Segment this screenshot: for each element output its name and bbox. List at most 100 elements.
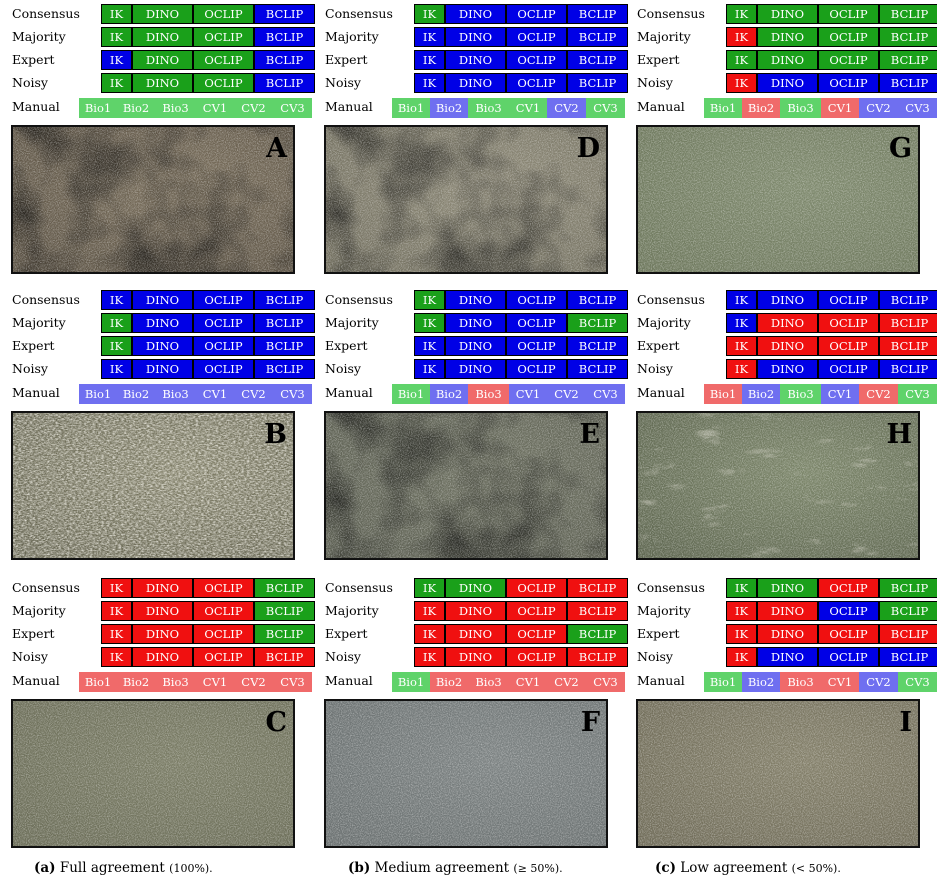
- model-cell-dino: DINO: [132, 4, 193, 24]
- seabed-photo: A: [11, 125, 295, 274]
- model-cell-oclip: OCLIP: [193, 27, 254, 47]
- model-cell-ik: IK: [101, 647, 132, 667]
- model-cell-bclip: BCLIP: [879, 313, 937, 333]
- model-cell-oclip: OCLIP: [818, 359, 879, 379]
- model-cell-dino: DINO: [757, 647, 818, 667]
- manual-cell-cv3: CV3: [586, 384, 625, 404]
- row-label: Majority: [325, 315, 379, 330]
- seabed-photo: C: [11, 699, 295, 848]
- panel-letter: A: [266, 133, 287, 164]
- model-cell-oclip: OCLIP: [193, 313, 254, 333]
- row-label: Expert: [325, 626, 368, 641]
- model-cell-ik: IK: [101, 50, 132, 70]
- manual-cell-cv1: CV1: [821, 98, 859, 118]
- manual-cell-bio3: Bio3: [155, 98, 196, 118]
- model-cell-oclip: OCLIP: [193, 359, 254, 379]
- model-cell-dino: DINO: [445, 359, 506, 379]
- model-cell-ik: IK: [726, 50, 757, 70]
- figure-panel-b: Consensus IK DINO OCLIP BCLIP Majority IK DINO O…: [0, 290, 315, 562]
- model-cell-bclip: BCLIP: [879, 73, 937, 93]
- model-cell-oclip: OCLIP: [818, 313, 879, 333]
- model-cell-oclip: OCLIP: [818, 336, 879, 356]
- manual-cell-bio2: Bio2: [742, 98, 780, 118]
- manual-label: Manual: [325, 385, 373, 400]
- model-cell-oclip: OCLIP: [818, 601, 879, 621]
- panel-letter: I: [899, 707, 912, 738]
- model-cell-dino: DINO: [757, 624, 818, 644]
- manual-cell-bio3: Bio3: [468, 384, 509, 404]
- model-cell-dino: DINO: [132, 359, 193, 379]
- manual-cell-cv2: CV2: [547, 672, 586, 692]
- caption-percent: (100%).: [169, 862, 213, 875]
- model-cell-ik: IK: [414, 647, 445, 667]
- manual-cell-cv3: CV3: [273, 384, 312, 404]
- model-cell-dino: DINO: [757, 27, 818, 47]
- row-label: Consensus: [637, 6, 705, 21]
- model-cell-ik: IK: [414, 50, 445, 70]
- model-cell-dino: DINO: [445, 336, 506, 356]
- model-cell-dino: DINO: [757, 336, 818, 356]
- seabed-photo: B: [11, 411, 295, 560]
- model-cell-bclip: BCLIP: [879, 50, 937, 70]
- panel-letter: C: [265, 707, 288, 738]
- manual-cell-bio2: Bio2: [117, 384, 155, 404]
- manual-cell-cv2: CV2: [859, 384, 898, 404]
- manual-cell-bio2: Bio2: [117, 672, 155, 692]
- model-cell-bclip: BCLIP: [879, 4, 937, 24]
- row-label: Noisy: [637, 361, 673, 376]
- model-cell-dino: DINO: [132, 73, 193, 93]
- model-cell-bclip: BCLIP: [254, 647, 315, 667]
- model-cell-oclip: OCLIP: [506, 624, 567, 644]
- panel-letter: G: [888, 133, 912, 164]
- model-cell-bclip: BCLIP: [879, 290, 937, 310]
- model-cell-dino: DINO: [757, 601, 818, 621]
- figure-panel-e: Consensus IK DINO OCLIP BCLIP Majority IK DINO O…: [313, 290, 628, 562]
- seabed-photo: H: [636, 411, 920, 560]
- model-cell-ik: IK: [726, 4, 757, 24]
- model-cell-ik: IK: [414, 73, 445, 93]
- model-cell-bclip: BCLIP: [254, 601, 315, 621]
- row-label: Majority: [12, 29, 66, 44]
- model-cell-ik: IK: [726, 578, 757, 598]
- model-cell-bclip: BCLIP: [567, 50, 628, 70]
- model-cell-oclip: OCLIP: [193, 336, 254, 356]
- manual-label: Manual: [12, 99, 60, 114]
- row-label: Consensus: [12, 292, 80, 307]
- model-cell-oclip: OCLIP: [818, 73, 879, 93]
- model-cell-dino: DINO: [757, 290, 818, 310]
- manual-cell-bio3: Bio3: [468, 98, 509, 118]
- model-cell-ik: IK: [101, 73, 132, 93]
- model-cell-bclip: BCLIP: [567, 601, 628, 621]
- figure-panel-c: Consensus IK DINO OCLIP BCLIP Majority IK DINO O…: [0, 578, 315, 850]
- model-cell-ik: IK: [101, 27, 132, 47]
- model-cell-bclip: BCLIP: [879, 336, 937, 356]
- model-cell-oclip: OCLIP: [818, 647, 879, 667]
- model-cell-dino: DINO: [757, 73, 818, 93]
- manual-cell-bio3: Bio3: [780, 672, 821, 692]
- model-cell-dino: DINO: [445, 313, 506, 333]
- manual-cell-cv2: CV2: [547, 98, 586, 118]
- manual-cell-bio3: Bio3: [468, 672, 509, 692]
- row-label: Expert: [637, 338, 680, 353]
- caption-tag: (c): [655, 860, 676, 876]
- manual-cell-cv3: CV3: [898, 384, 937, 404]
- model-cell-ik: IK: [101, 313, 132, 333]
- manual-label: Manual: [637, 673, 685, 688]
- model-cell-ik: IK: [101, 336, 132, 356]
- model-cell-dino: DINO: [132, 601, 193, 621]
- model-cell-oclip: OCLIP: [506, 50, 567, 70]
- seabed-photo: E: [324, 411, 608, 560]
- manual-cell-bio1: Bio1: [704, 98, 742, 118]
- manual-cell-cv1: CV1: [821, 672, 859, 692]
- manual-cell-bio1: Bio1: [704, 672, 742, 692]
- model-cell-bclip: BCLIP: [567, 359, 628, 379]
- model-cell-oclip: OCLIP: [506, 601, 567, 621]
- row-label: Noisy: [12, 361, 48, 376]
- row-label: Noisy: [325, 361, 361, 376]
- model-cell-bclip: BCLIP: [567, 624, 628, 644]
- row-label: Expert: [12, 626, 55, 641]
- model-cell-ik: IK: [414, 578, 445, 598]
- model-cell-dino: DINO: [132, 578, 193, 598]
- model-cell-ik: IK: [414, 290, 445, 310]
- model-cell-oclip: OCLIP: [193, 601, 254, 621]
